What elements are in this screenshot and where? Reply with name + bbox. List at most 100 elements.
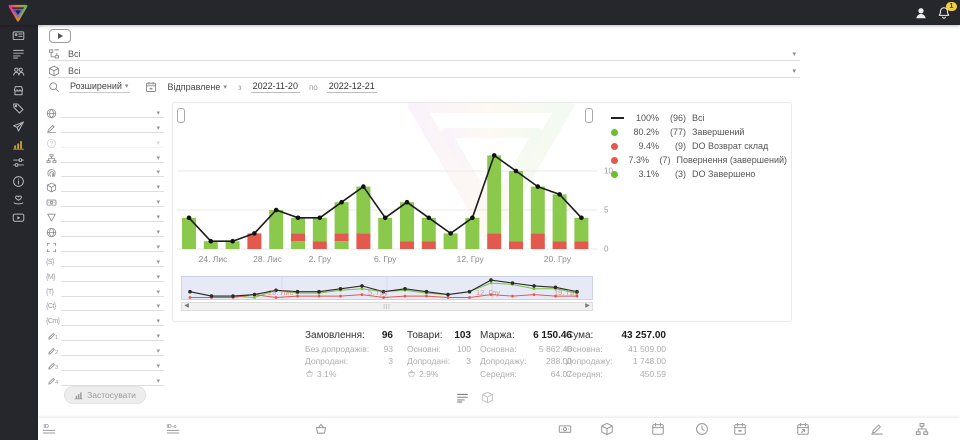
legend-count: (3): [675, 169, 686, 179]
filter-underline: ▾: [61, 179, 164, 193]
sidebar-item-image-card[interactable]: [12, 29, 26, 42]
filter-select-pencil[interactable]: 3 ▾: [46, 356, 164, 372]
sidebar-item-store[interactable]: [12, 84, 26, 97]
filter-select-pencil[interactable]: 4 ▾: [46, 371, 164, 386]
search-icon[interactable]: [48, 81, 60, 93]
filter-select-corners[interactable]: ▾: [46, 237, 164, 252]
svg-text:24. Лис: 24. Лис: [199, 254, 229, 264]
apply-button[interactable]: Застосувати: [64, 386, 146, 404]
play-chip-button[interactable]: [49, 29, 71, 43]
navigator-right-handle[interactable]: [585, 108, 593, 123]
filter-select-globe[interactable]: ▾: [46, 103, 164, 119]
svg-text:2. Гру: 2. Гру: [309, 254, 332, 264]
bottombar-calendar-button[interactable]: [651, 422, 665, 436]
search-mode-select[interactable]: Розширений ▾: [69, 81, 131, 93]
apply-chart-icon: [74, 391, 83, 400]
status-filter-select[interactable]: Всі ▾: [48, 47, 800, 61]
orders-chart[interactable]: 0 5 10 24. Лис 28. Лис 2. Гру 6. Гру 12. Гру 20.…: [173, 103, 791, 271]
filter-select-pencil-line[interactable]: ▾: [46, 118, 164, 133]
scrollbar-grip[interactable]: |||: [383, 304, 391, 310]
product-filter-select[interactable]: Всі ▾: [48, 64, 800, 78]
filter-select-cube[interactable]: ▾: [46, 177, 164, 193]
filter-select-utm-{M}[interactable]: {M} ▾: [46, 267, 164, 282]
date-to-input[interactable]: 2022-12-21: [326, 81, 377, 93]
bottombar-banknote-button[interactable]: [558, 422, 572, 436]
svg-text:12. Гру: 12. Гру: [457, 254, 485, 264]
sidebar-item-bar-chart[interactable]: [12, 138, 26, 151]
sidebar-item-hand-heart[interactable]: [12, 193, 26, 206]
filter-select-globe-wire[interactable]: ▾: [46, 222, 164, 238]
chart-navigator[interactable]: 28. Лис 5. Гру 12. Гру 19. Гру: [181, 276, 593, 300]
bottombar-id-lines-button[interactable]: ID: [42, 422, 56, 436]
navigator-scrollbar[interactable]: ◀ ||| ▶: [181, 302, 593, 311]
filter-select-banknote[interactable]: ▾: [46, 192, 164, 208]
stat-sub-value: 3: [466, 356, 471, 366]
chevron-down-icon: ▾: [124, 83, 129, 90]
filter-select-pencil[interactable]: 1 ▾: [46, 326, 164, 342]
scroll-right-arrow[interactable]: ▶: [585, 303, 590, 309]
filter-underline: ▾: [61, 105, 164, 118]
stat-sub-label: Основна:: [480, 343, 517, 354]
dot-marker-icon: [611, 156, 618, 164]
stat-value: 103: [454, 330, 471, 341]
pencil-index: 1: [55, 335, 59, 342]
date-type-select[interactable]: Відправлене ▾: [166, 82, 228, 93]
statuses-icon: [48, 48, 60, 60]
utm-label: {Cm}: [46, 318, 60, 326]
legend-percent: 100%: [635, 113, 659, 123]
legend-item[interactable]: 7.3% (7) Повернення (завершений): [611, 153, 787, 167]
filter-select-utm-{Ct}[interactable]: {Ct} ▾: [46, 297, 164, 312]
sidebar-item-list[interactable]: [12, 47, 26, 60]
legend-item[interactable]: 100% (96) Всі: [611, 111, 787, 125]
filter-underline: ▾: [61, 135, 164, 148]
filter-select-fingerprint[interactable]: ▾: [46, 163, 164, 178]
play-icon: [57, 33, 63, 39]
view-toggle-cube[interactable]: [481, 391, 494, 404]
info-icon: [12, 175, 25, 192]
svg-text:0: 0: [604, 245, 609, 254]
stat-sub-value: 5 862.46: [538, 343, 572, 354]
scroll-left-arrow[interactable]: ◀: [184, 303, 189, 309]
navigator-left-handle[interactable]: [177, 108, 185, 123]
bottombar-clock-button[interactable]: [695, 422, 709, 436]
help-icon: [46, 136, 57, 148]
sidebar-item-info[interactable]: [12, 175, 26, 188]
bottombar-id-dash-button[interactable]: ID-o: [166, 422, 180, 436]
filter-select-utm-{T}[interactable]: {T} ▾: [46, 282, 164, 297]
filter-select-funnel[interactable]: ▾: [46, 207, 164, 223]
legend-percent: 3.1%: [638, 169, 659, 179]
bottombar-pencil-line-button[interactable]: [870, 422, 884, 436]
chevron-down-icon: ▾: [792, 50, 796, 58]
sidebar-item-paper-plane[interactable]: [12, 120, 26, 133]
filter-select-help[interactable]: ▾: [46, 133, 164, 148]
filter-select-pencil[interactable]: 2 ▾: [46, 341, 164, 357]
notifications-button[interactable]: 1: [937, 1, 957, 21]
sidebar-item-sliders[interactable]: [12, 156, 26, 169]
bottombar-basket-button[interactable]: [314, 422, 328, 436]
scrollbar-track[interactable]: |||: [191, 303, 583, 310]
app-logo-icon[interactable]: [7, 2, 29, 23]
user-avatar-icon[interactable]: [914, 6, 928, 20]
filter-select-utm-{S}[interactable]: {S} ▾: [46, 252, 164, 267]
bottombar-cube-button[interactable]: [600, 422, 614, 436]
image-card-icon: [12, 29, 25, 46]
sidebar-item-video[interactable]: [12, 211, 26, 224]
pencil-icon: [46, 374, 57, 385]
sidebar-item-tag[interactable]: [12, 102, 26, 115]
calendar-icon[interactable]: [145, 81, 157, 93]
filter-select-utm-{Cm}[interactable]: {Cm} ▾: [46, 311, 164, 327]
legend-item[interactable]: 3.1% (3) DO Завершено: [611, 167, 787, 181]
bottombar-sitemap-button[interactable]: [915, 422, 929, 436]
chevron-down-icon: ▾: [156, 273, 160, 281]
view-toggle-list[interactable]: [456, 391, 469, 404]
bottombar-calendar-arrow-button[interactable]: [796, 422, 810, 436]
legend-item[interactable]: 9.4% (9) DO Возврат склад: [611, 139, 787, 153]
svg-text:5: 5: [604, 206, 609, 215]
bottombar-calendar-day-button[interactable]: [733, 422, 747, 436]
stat-sub-label: Допродані:: [305, 356, 349, 366]
filter-select-sitemap[interactable]: ▾: [46, 148, 164, 163]
date-from-input[interactable]: 2022-11-20: [250, 81, 300, 93]
sidebar-item-users[interactable]: [12, 65, 26, 78]
stat-value: 43 257.00: [621, 330, 667, 341]
legend-item[interactable]: 80.2% (77) Завершений: [611, 125, 787, 139]
